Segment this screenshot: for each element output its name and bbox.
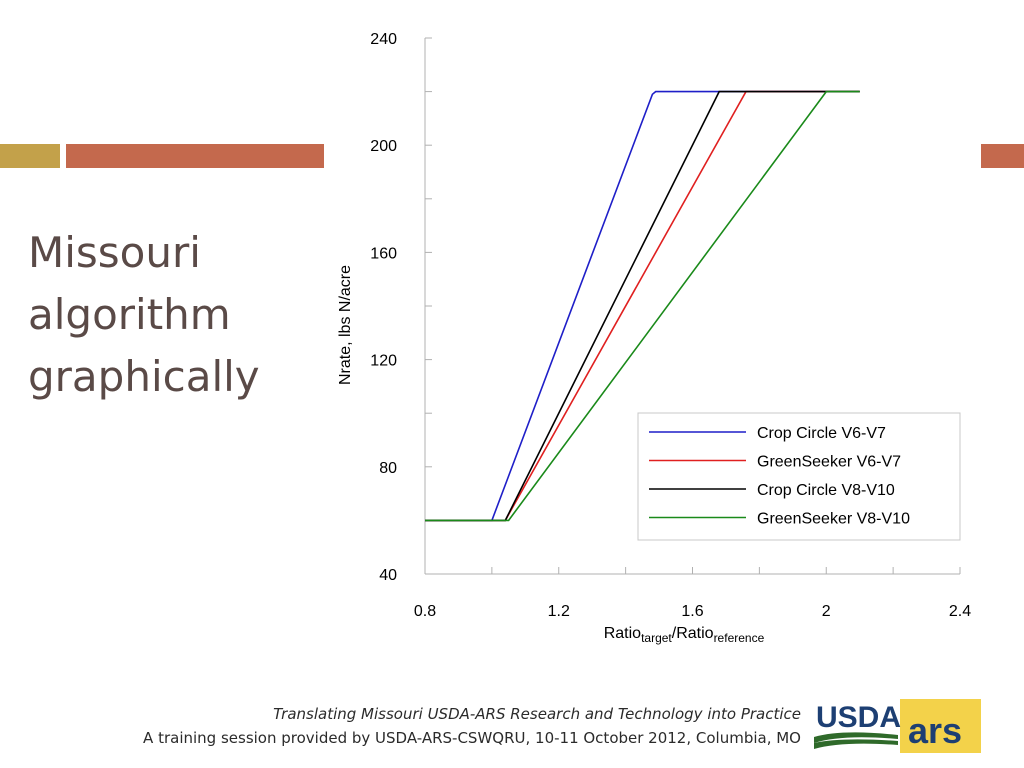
series-line-4 <box>425 90 860 522</box>
legend-label-1: Crop Circle V6-V7 <box>757 425 886 442</box>
y-axis-ticks: 40 80 120 160 200 240 <box>370 31 432 584</box>
y-tick-label: 80 <box>379 460 397 477</box>
x-axis-label-sub2: reference <box>714 631 765 645</box>
y-tick-label: 120 <box>370 353 397 370</box>
slide-title-line-2: algorithm <box>28 290 231 339</box>
x-tick-label: 0.8 <box>414 603 436 620</box>
slide-title: Missouri algorithm graphically <box>28 222 318 408</box>
slide-title-line-3: graphically <box>28 352 260 401</box>
y-tick-label: 200 <box>370 138 397 155</box>
accent-bar-rust-right <box>981 144 1024 168</box>
x-axis-ticks: 0.8 1.2 1.6 2 2.4 <box>414 567 971 620</box>
usda-ars-logo: USDA ars <box>812 699 981 753</box>
x-axis-label: Ratiotarget/Ratioreference <box>604 625 765 645</box>
chart-series <box>425 90 860 522</box>
logo-usda-text: USDA <box>816 701 901 734</box>
slide-footer: Translating Missouri USDA-ARS Research a… <box>143 702 801 750</box>
footer-line-2: A training session provided by USDA-ARS-… <box>143 729 801 747</box>
y-tick-label: 240 <box>370 31 397 48</box>
logo-ars-text: ars <box>908 710 962 751</box>
accent-bar-rust-left <box>66 144 324 168</box>
x-tick-label: 2.4 <box>949 603 971 620</box>
legend-label-4: GreenSeeker V8-V10 <box>757 511 910 528</box>
line-chart: 40 80 120 160 200 240 0.8 1.2 1.6 2 2.4 Nrate, lb… <box>337 31 971 645</box>
x-axis-label-main: Ratio <box>604 625 641 642</box>
accent-bar-gold <box>0 144 60 168</box>
x-axis-label-mid: /Ratio <box>672 625 714 642</box>
x-axis-label-sub1: target <box>641 631 672 645</box>
y-tick-label: 40 <box>379 567 397 584</box>
chart-legend: Crop Circle V6-V7 GreenSeeker V6-V7 Crop C… <box>637 412 961 541</box>
x-tick-label: 1.2 <box>548 603 570 620</box>
y-tick-label: 160 <box>370 245 397 262</box>
legend-label-3: Crop Circle V8-V10 <box>757 482 895 499</box>
legend-label-2: GreenSeeker V6-V7 <box>757 454 901 471</box>
legend-box <box>637 412 961 541</box>
x-tick-label: 2 <box>822 603 831 620</box>
footer-line-1: Translating Missouri USDA-ARS Research a… <box>273 705 801 723</box>
slide-title-line-1: Missouri <box>28 228 201 277</box>
x-tick-label: 1.6 <box>681 603 703 620</box>
y-axis-label: Nrate, lbs N/acre <box>337 265 354 385</box>
